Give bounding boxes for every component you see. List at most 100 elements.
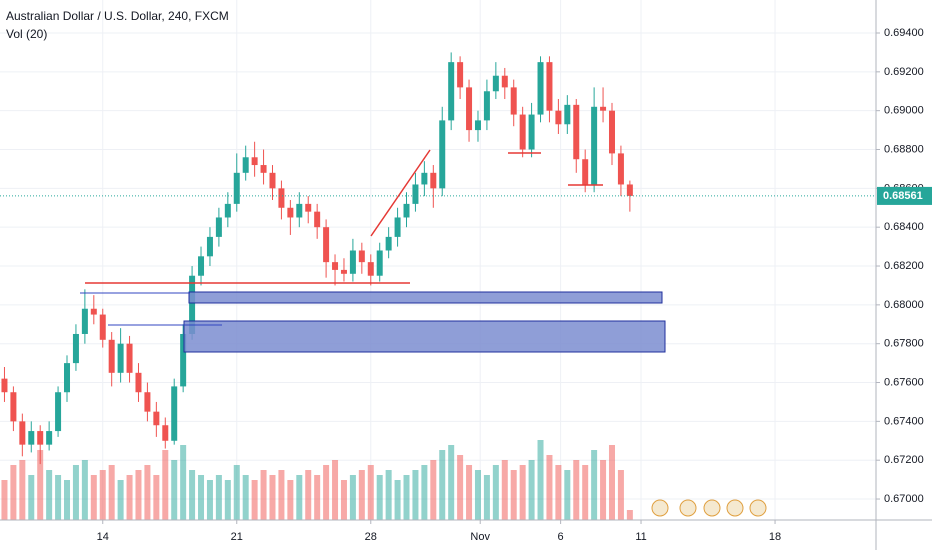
event-icon[interactable] <box>726 499 744 517</box>
volume-bar <box>483 475 490 520</box>
volume-bar <box>117 480 124 520</box>
volume-bar <box>206 480 213 520</box>
x-tick-label: Nov <box>470 531 490 543</box>
last-price-label: 0.68561 <box>883 190 923 202</box>
candle-body <box>367 262 374 276</box>
volume-bar <box>296 475 303 520</box>
volume-bar <box>501 460 508 520</box>
event-icon[interactable] <box>749 499 767 517</box>
volume-bar <box>242 475 249 520</box>
candle-body <box>278 188 285 208</box>
candle-body <box>439 120 446 189</box>
candle-body <box>466 87 473 131</box>
volume-bar <box>591 450 598 520</box>
volume-bar <box>108 465 115 520</box>
volume-bar <box>385 470 392 520</box>
candle-body <box>528 114 535 150</box>
volume-pane <box>1 440 633 520</box>
candle-body <box>144 392 151 412</box>
volume-bar <box>287 480 294 520</box>
candle-body <box>519 114 526 150</box>
candle-body <box>117 343 124 373</box>
candle-body <box>162 425 169 441</box>
candle-body <box>1 378 8 393</box>
chart-subtitle: Vol (20) <box>6 27 47 41</box>
candle-body <box>573 104 580 160</box>
candle-body <box>37 431 44 445</box>
volume-bar <box>189 470 196 520</box>
volume-bar <box>269 475 276 520</box>
candle-body <box>10 392 17 422</box>
candle-body <box>608 110 615 154</box>
x-tick-label: 28 <box>365 531 377 543</box>
candle-body <box>260 165 267 173</box>
volume-bar <box>215 475 222 520</box>
volume-bar <box>233 465 240 520</box>
volume-bar <box>421 465 428 520</box>
volume-bar <box>198 475 205 520</box>
y-tick-label: 0.67400 <box>884 415 924 427</box>
candle-body <box>153 411 160 426</box>
candle-body <box>510 87 517 115</box>
candle-body <box>135 372 142 393</box>
candle-body <box>64 363 71 393</box>
candle-body <box>474 120 481 131</box>
volume-bar <box>412 470 419 520</box>
candle-body <box>349 250 356 274</box>
volume-bar <box>224 480 231 520</box>
drawings <box>80 149 666 353</box>
candle-body <box>55 392 62 432</box>
candle-body <box>198 256 205 276</box>
candle-body <box>233 172 240 204</box>
candle-body <box>126 343 133 373</box>
candle-body <box>457 62 464 88</box>
candle-body <box>555 110 562 125</box>
event-icon[interactable] <box>703 499 721 517</box>
volume-bar <box>510 470 517 520</box>
zone-box <box>183 320 666 353</box>
volume-bar <box>466 465 473 520</box>
candle-body <box>412 184 419 204</box>
volume-bar <box>564 470 571 520</box>
y-tick-label: 0.68000 <box>884 299 924 311</box>
volume-bar <box>153 475 160 520</box>
volume-bar <box>546 455 553 520</box>
volume-bar <box>349 475 356 520</box>
zone-box <box>188 291 663 304</box>
volume-bar <box>323 465 330 520</box>
trend-line <box>370 149 431 237</box>
candles <box>0 52 876 465</box>
volume-bar <box>180 445 187 520</box>
candle-body <box>224 203 231 218</box>
volume-bar <box>367 465 374 520</box>
y-tick-label: 0.67200 <box>884 454 924 466</box>
candle-body <box>28 431 35 445</box>
candle-body <box>448 62 455 121</box>
candle-body <box>600 106 607 111</box>
candle-body <box>617 153 624 185</box>
y-tick-label: 0.69200 <box>884 66 924 78</box>
candle-body <box>430 172 437 189</box>
candle-body <box>582 159 589 185</box>
volume-bar <box>537 440 544 520</box>
volume-bar <box>582 465 589 520</box>
event-icon[interactable] <box>651 499 669 517</box>
candle-body <box>296 203 303 218</box>
last-price-tag <box>877 186 932 205</box>
candle-body <box>501 75 508 88</box>
candle-body <box>242 157 249 173</box>
event-icon[interactable] <box>679 499 697 517</box>
candle-body <box>215 217 222 237</box>
price-axis <box>876 0 932 550</box>
volume-bar <box>64 480 71 520</box>
candle-body <box>492 75 499 92</box>
candle-body <box>591 106 598 185</box>
x-tick-label: 14 <box>97 531 109 543</box>
volume-bar <box>573 460 580 520</box>
candle-body <box>376 250 383 276</box>
volume-bar <box>448 445 455 520</box>
volume-bar <box>555 465 562 520</box>
volume-bar <box>19 460 26 520</box>
volume-bar <box>171 460 178 520</box>
